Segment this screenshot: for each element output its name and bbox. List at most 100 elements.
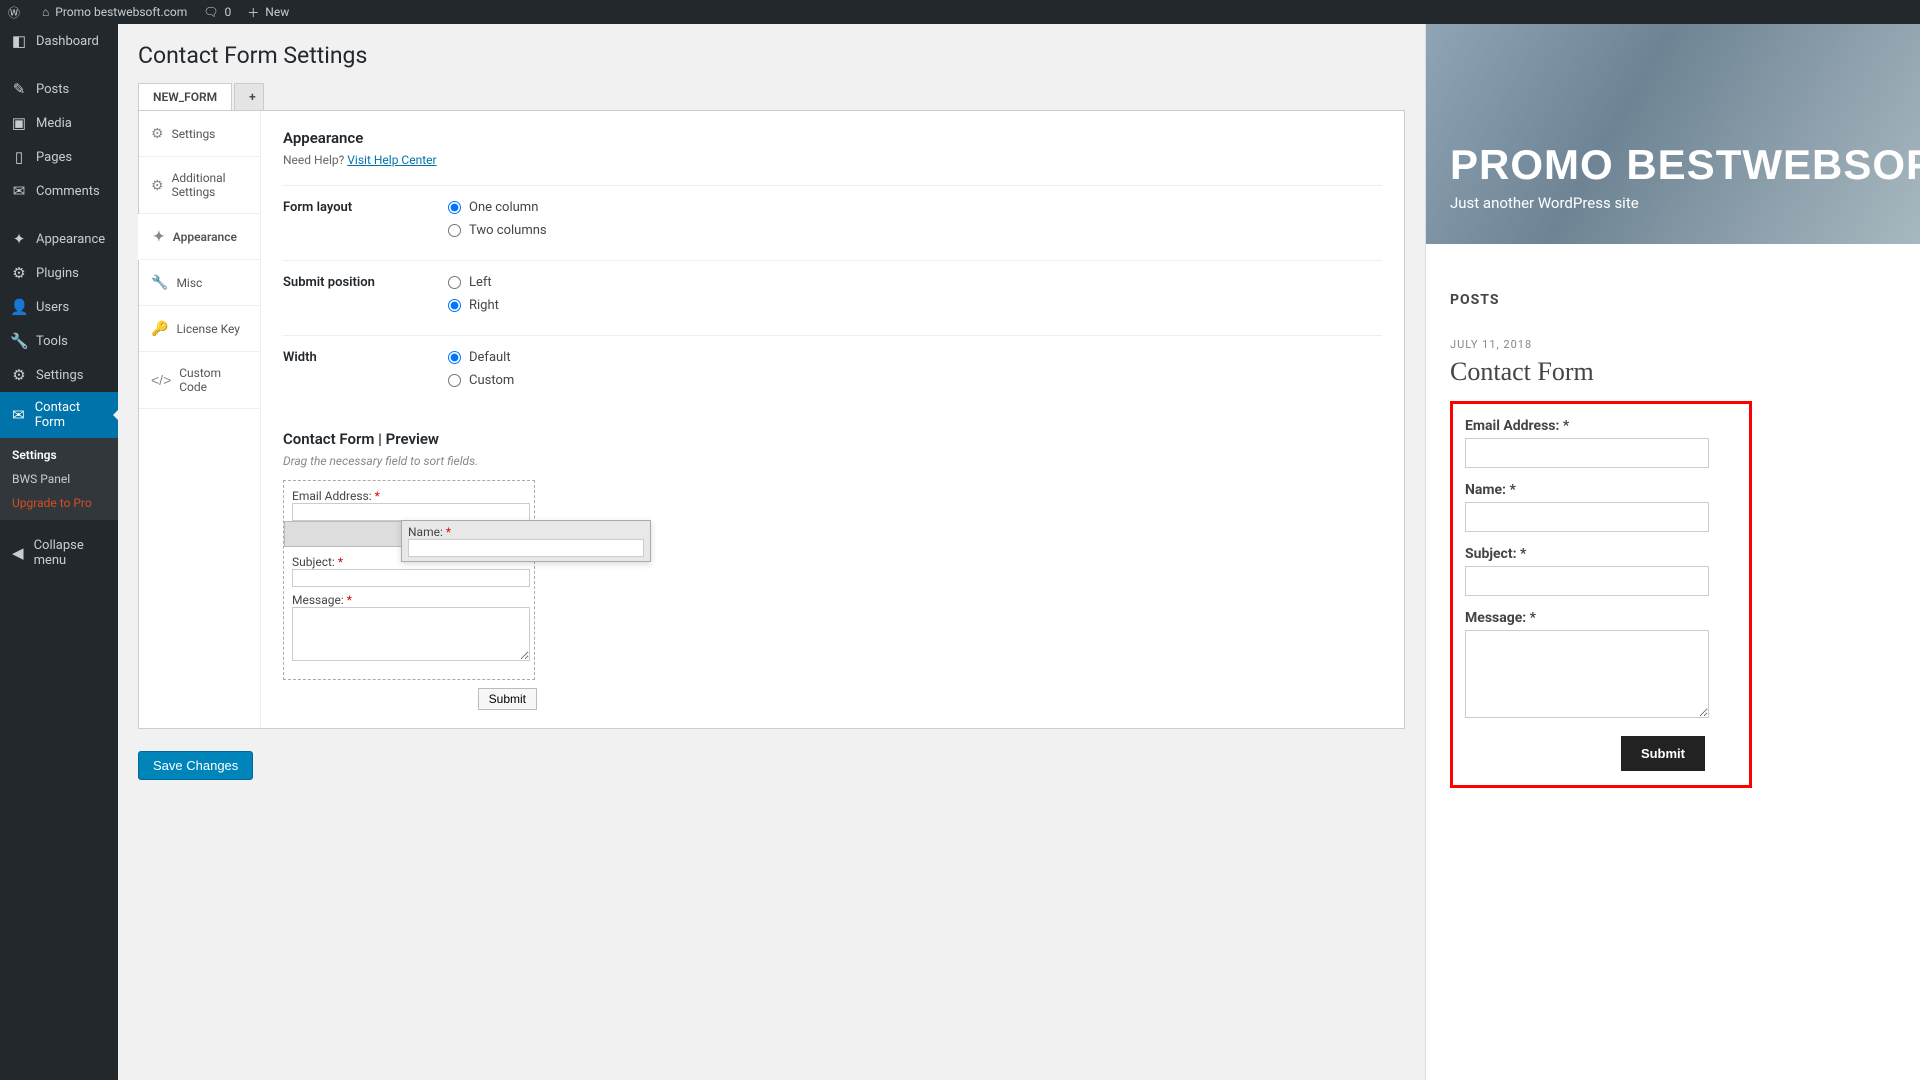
snav-label: Appearance	[173, 230, 237, 244]
pf-label: Message:	[292, 593, 344, 607]
snav-additional[interactable]: ⚙ Additional Settings	[139, 157, 260, 214]
menu-plugins[interactable]: ⚙Plugins	[0, 256, 118, 290]
collapse-label: Collapse menu	[34, 538, 108, 568]
menu-dashboard[interactable]: ◧Dashboard	[0, 24, 118, 58]
pf-email[interactable]: Email Address: *	[292, 489, 526, 521]
radio-left[interactable]	[448, 276, 461, 289]
menu-users[interactable]: 👤Users	[0, 290, 118, 324]
media-icon: ▣	[10, 114, 28, 132]
snav-label: Misc	[176, 276, 202, 290]
gear-icon: ⚙	[151, 177, 164, 194]
form-label: Submit position	[283, 275, 448, 321]
required-mark: *	[375, 489, 380, 503]
section-title: Appearance	[283, 129, 1382, 147]
comments-count[interactable]: 🗨0	[203, 5, 231, 19]
site-name[interactable]: ⌂ Promo bestwebsoft.com	[42, 5, 187, 19]
opt-default[interactable]: Default	[448, 350, 514, 365]
menu-appearance[interactable]: ✦Appearance	[0, 222, 118, 256]
preview-submit-button[interactable]: Submit	[478, 688, 537, 710]
site-body: POSTS JULY 11, 2018 Contact Form Email A…	[1426, 244, 1920, 836]
pf-label: Email Address:	[292, 489, 372, 503]
opt-right[interactable]: Right	[448, 298, 499, 313]
key-icon: 🔑	[151, 320, 168, 337]
ff-message-input[interactable]	[1465, 630, 1709, 718]
pf-message-input[interactable]	[292, 607, 530, 661]
post-title: Contact Form	[1450, 357, 1896, 387]
ff-label: Email Address: *	[1465, 418, 1737, 434]
opt-label: Two columns	[469, 223, 547, 238]
site-header: PROMO BESTWEBSOFT.C Just another WordPre…	[1426, 24, 1920, 244]
pf-email-input[interactable]	[292, 503, 530, 521]
opt-one-column[interactable]: One column	[448, 200, 547, 215]
snav-misc[interactable]: 🔧 Misc	[139, 260, 260, 306]
new-content[interactable]: ＋New	[247, 4, 289, 21]
ff-message: Message: *	[1465, 610, 1737, 722]
opt-label: Left	[469, 275, 492, 290]
tools-icon: 🔧	[10, 332, 28, 350]
submenu-settings[interactable]: Settings	[0, 443, 118, 467]
menu-media[interactable]: ▣Media	[0, 106, 118, 140]
opt-custom[interactable]: Custom	[448, 373, 514, 388]
menu-label: Appearance	[36, 232, 105, 247]
drag-floating-field[interactable]: Name: *	[401, 520, 651, 562]
collapse-icon: ◀	[10, 544, 26, 562]
required-mark: *	[338, 555, 343, 569]
new-content-label: New	[265, 5, 289, 19]
ff-subject-input[interactable]	[1465, 566, 1709, 596]
help-text: Need Help?	[283, 153, 344, 167]
admin-bar: Ⓦ ⌂Promo bestwebsoft.com 🗨0 ＋New	[0, 0, 1920, 24]
menu-label: Users	[36, 300, 69, 315]
radio-right[interactable]	[448, 299, 461, 312]
code-icon: </>	[151, 372, 171, 388]
snav-custom-code[interactable]: </> Custom Code	[139, 352, 260, 409]
radio-default[interactable]	[448, 351, 461, 364]
wp-logo[interactable]: Ⓦ	[8, 4, 26, 21]
radio-two-columns[interactable]	[448, 224, 461, 237]
snav-label: Custom Code	[179, 366, 248, 394]
menu-tools[interactable]: 🔧Tools	[0, 324, 118, 358]
menu-contact-form[interactable]: ✉ Contact Form	[0, 392, 118, 438]
menu-label: Comments	[36, 184, 100, 199]
ff-email-input[interactable]	[1465, 438, 1709, 468]
dashboard-icon: ◧	[10, 32, 28, 50]
radio-custom[interactable]	[448, 374, 461, 387]
menu-label: Contact Form	[35, 400, 108, 430]
contact-form-icon: ✉	[10, 406, 27, 424]
menu-comments[interactable]: ✉Comments	[0, 174, 118, 208]
menu-pages[interactable]: ▯Pages	[0, 140, 118, 174]
radio-one-column[interactable]	[448, 201, 461, 214]
ff-submit-button[interactable]: Submit	[1621, 736, 1705, 771]
submenu-upgrade[interactable]: Upgrade to Pro	[0, 491, 118, 515]
pf-message[interactable]: Message: *	[292, 593, 526, 665]
submenu-bws-panel[interactable]: BWS Panel	[0, 467, 118, 491]
ff-name-input[interactable]	[1465, 502, 1709, 532]
opt-left[interactable]: Left	[448, 275, 499, 290]
help-link[interactable]: Visit Help Center	[347, 153, 436, 167]
tab-add[interactable]: +	[234, 83, 264, 110]
snav-settings[interactable]: ⚙Settings	[139, 111, 260, 157]
ff-email: Email Address: *	[1465, 418, 1737, 468]
home-icon: ⌂	[42, 5, 49, 19]
settings-wrap: ⚙Settings ⚙ Additional Settings ✦Appearan…	[138, 111, 1405, 729]
main-content: Contact Form Settings NEW_FORM + ⚙Settin…	[118, 24, 1425, 1080]
site-name-label: Promo bestwebsoft.com	[55, 5, 187, 19]
tab-new-form[interactable]: NEW_FORM	[138, 83, 232, 110]
collapse-menu[interactable]: ◀ Collapse menu	[0, 530, 118, 576]
site-tagline: Just another WordPress site	[1450, 194, 1896, 212]
comment-icon: 🗨	[203, 5, 218, 19]
row-width: Width Default Custom	[283, 335, 1382, 410]
snav-appearance[interactable]: ✦Appearance	[138, 214, 260, 260]
pf-subject-input[interactable]	[292, 569, 530, 587]
save-changes-button[interactable]: Save Changes	[138, 751, 253, 780]
pf-label: Subject:	[292, 555, 335, 569]
menu-posts[interactable]: ✎Posts	[0, 72, 118, 106]
comments-count-label: 0	[225, 5, 232, 19]
snav-license[interactable]: 🔑License Key	[139, 306, 260, 352]
wrench-icon: 🔧	[151, 274, 168, 291]
pf-name-input[interactable]	[408, 539, 644, 557]
menu-settings[interactable]: ⚙Settings	[0, 358, 118, 392]
preview-title: Contact Form | Preview	[283, 430, 1382, 448]
opt-two-columns[interactable]: Two columns	[448, 223, 547, 238]
form-tabs: NEW_FORM +	[138, 83, 1405, 111]
snav-label: Additional Settings	[172, 171, 248, 199]
